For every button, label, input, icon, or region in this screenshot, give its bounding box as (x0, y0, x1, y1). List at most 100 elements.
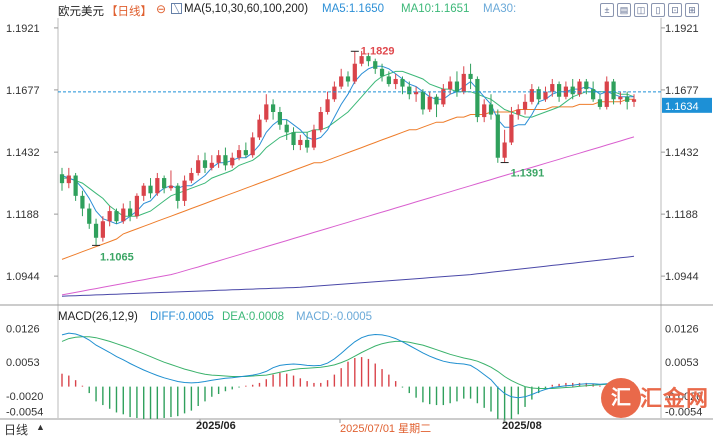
candle-body (413, 91, 419, 95)
last-price-label: 1.1634 (665, 101, 699, 113)
ma-params-label: MA(5,10,30,60,100,200) (184, 3, 309, 15)
candle-body (182, 180, 187, 201)
candle-body (631, 99, 637, 102)
candle-body (332, 86, 337, 100)
y-tick-label-left: 1.1677 (6, 85, 40, 97)
ma5-line (61, 65, 634, 225)
candle-body (448, 81, 453, 90)
candle-body (604, 81, 609, 107)
candle-body (155, 178, 160, 194)
candle-body (584, 81, 589, 90)
candle-body (379, 68, 385, 77)
candle-body (100, 221, 105, 238)
candle-body (325, 99, 330, 112)
candle-body (550, 84, 555, 92)
candle-body (502, 142, 507, 158)
date-label-cursor: 2025/07/01 星期二 (340, 423, 432, 435)
high-annotation: 1.1829 (361, 45, 395, 57)
settings-button[interactable]: ⊡ (668, 3, 682, 17)
candle-body (454, 81, 460, 92)
y-tick-label-left: 1.1188 (6, 209, 39, 221)
timeframe-label[interactable]: 日线 (4, 423, 29, 437)
layout-button[interactable]: ◫ (634, 3, 648, 17)
candle-body (488, 104, 494, 115)
candle-body (250, 137, 255, 156)
low-right-annotation: 1.1391 (511, 168, 545, 180)
ma-toggle-icon[interactable]: ╲ (171, 3, 182, 14)
candle-body (107, 211, 112, 222)
candle-body (73, 175, 78, 196)
candle-body (434, 96, 439, 105)
candle-body (87, 208, 92, 224)
candle-body (543, 91, 548, 100)
candle-body (482, 104, 487, 118)
ma30-line (61, 98, 634, 260)
candle-body (243, 150, 248, 156)
candle-body (93, 223, 99, 238)
macd-diff-value: DIFF:0.0005 (150, 311, 214, 323)
candle-body (209, 162, 214, 168)
macd-tick-label-left: 0.0053 (6, 357, 40, 369)
candle-body (236, 150, 242, 158)
candle-body (148, 185, 153, 194)
candle-body (162, 178, 167, 189)
candle-body (461, 73, 466, 92)
candle-body (196, 160, 201, 173)
panel-button[interactable]: ▯ (651, 3, 665, 17)
candle-body (311, 129, 317, 148)
candle-body (366, 56, 371, 62)
period-label[interactable]: 【日线】 (106, 6, 152, 18)
candle-body (556, 84, 562, 97)
candle-body (468, 73, 473, 79)
candle-body (264, 104, 269, 120)
candle-body (625, 96, 630, 102)
candle-body (373, 61, 378, 69)
candle-body (168, 185, 174, 189)
candle-body (393, 78, 398, 85)
candle-body (516, 109, 521, 115)
candle-body (570, 86, 575, 95)
candle-body (386, 76, 391, 85)
fullscreen-button[interactable]: ⊞ (685, 3, 699, 17)
candle-body (529, 89, 534, 102)
y-tick-label-left: 1.0944 (6, 271, 40, 283)
candle-body (359, 56, 364, 64)
ma60-line (61, 136, 635, 296)
candle-body (230, 157, 235, 166)
macd-tick-label-left: -0.0020 (6, 391, 43, 403)
candle-body (591, 89, 596, 100)
candle-body (127, 208, 133, 217)
list-button[interactable]: ▤ (617, 3, 631, 17)
macd-diff-line (61, 332, 634, 399)
candle-body (611, 81, 616, 100)
watermark-logo: 汇 (601, 378, 641, 418)
macd-tick-label-right: 0.0126 (665, 323, 699, 335)
macd-dea-line (61, 336, 634, 389)
macd-hist-value: MACD:-0.0005 (296, 311, 373, 323)
candle-body (305, 139, 310, 148)
date-label-june: 2025/06 (196, 420, 236, 432)
macd-tick-label-left: 0.0126 (6, 323, 40, 335)
candle-body (284, 124, 289, 133)
candle-body (257, 119, 262, 138)
candle-body (618, 96, 623, 100)
macd-dea-value: DEA:0.0008 (222, 311, 285, 323)
candle-body (66, 175, 71, 184)
candle-body (345, 76, 351, 82)
watermark-text: 汇金网 (640, 386, 710, 411)
y-tick-label-right: 1.0944 (665, 271, 699, 283)
visibility-icon[interactable]: ⊖ (156, 2, 167, 16)
crosshair-button[interactable]: ± (600, 3, 614, 17)
ma5-value: MA5:1.1650 (322, 3, 385, 15)
candle-body (441, 89, 446, 105)
candle-body (407, 86, 412, 95)
candle-body (114, 211, 119, 222)
macd-tick-label-left: -0.0054 (6, 407, 43, 419)
candle-body (420, 91, 426, 110)
timeframe-chevron-icon[interactable]: ▲ (36, 422, 45, 432)
candle-body (141, 185, 146, 196)
last-price-tag (662, 97, 712, 113)
candle-body (509, 114, 514, 143)
